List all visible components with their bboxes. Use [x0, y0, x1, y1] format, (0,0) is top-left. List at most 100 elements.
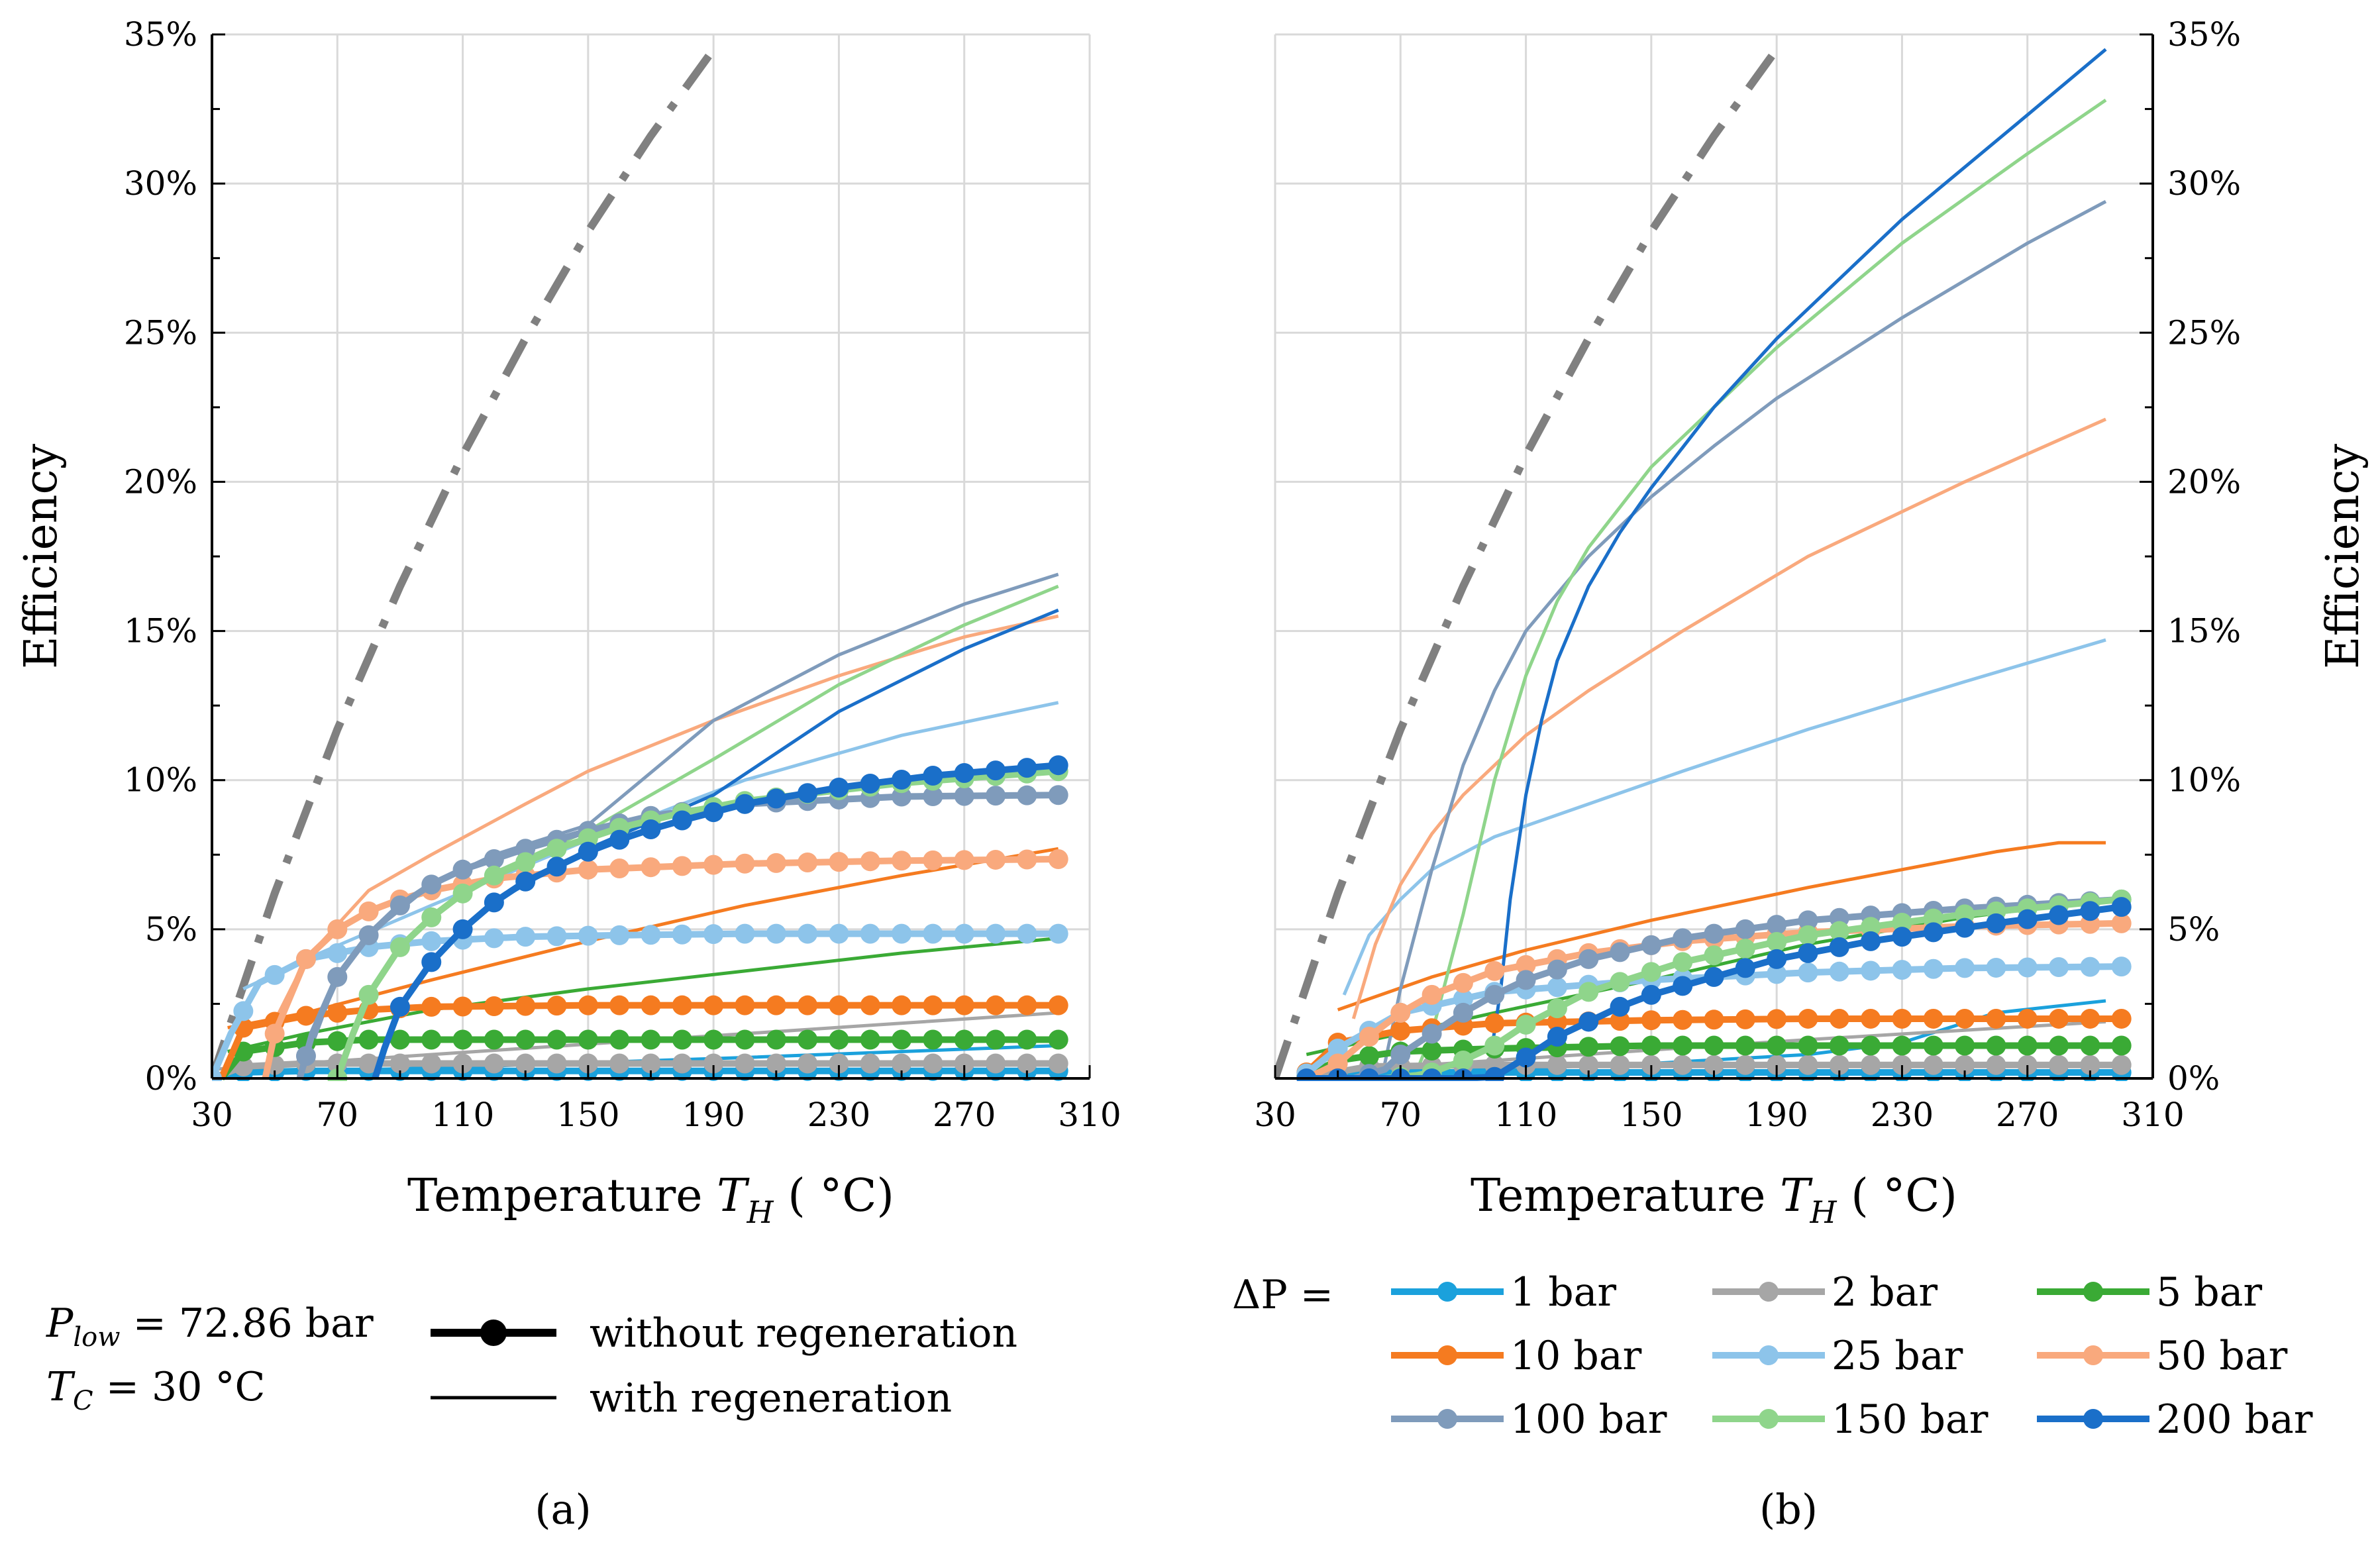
panel-a-x-tick-label: 190: [682, 1096, 745, 1134]
panel-a-marker-100-bar: [954, 786, 974, 806]
panel-a-marker-2-bar: [484, 1053, 504, 1074]
panel-a-marker-5-bar: [358, 1029, 379, 1050]
legend-label-1-bar: 1 bar: [1510, 1269, 1616, 1316]
panel-a-marker-10-bar: [860, 995, 880, 1015]
panel-b-marker-10-bar: [2111, 1008, 2132, 1029]
panel-b-marker-25-bar: [1892, 960, 1912, 980]
panel-b-marker-2-bar: [1704, 1055, 1724, 1075]
panel-a-marker-5-bar: [1017, 1029, 1037, 1050]
panel-b-marker-50-bar: [1327, 1053, 1348, 1074]
panel-b-marker-10-bar: [1829, 1008, 1849, 1029]
panel-b-marker-5-bar: [1422, 1040, 1442, 1061]
panel-a-grid: [211, 33, 1091, 1080]
panel-b-marker-25-bar: [2017, 957, 2038, 978]
panel-b-y-tick-label: 0%: [2167, 1059, 2220, 1098]
panel-a-marker-2-bar: [766, 1053, 786, 1074]
panel-a-marker-100-bar: [295, 1046, 316, 1066]
panel-b-marker-5-bar: [1610, 1036, 1630, 1057]
panel-a-marker-50-bar: [766, 853, 786, 873]
panel-b-marker-10-bar: [1861, 1008, 1881, 1029]
panel-a-marker-2-bar: [672, 1053, 692, 1074]
panel-b-marker-5-bar: [1798, 1035, 1818, 1056]
panel-a-marker-10-bar: [452, 996, 473, 1017]
panel-a-marker-25-bar: [860, 923, 880, 944]
panel-b-marker-200-bar: [1798, 943, 1818, 963]
panel-a-marker-2-bar: [923, 1053, 943, 1074]
panel-b-marker-25-bar: [2111, 957, 2132, 977]
panel-a-marker-25-bar: [421, 931, 442, 951]
panel-b-marker-150-bar: [1610, 972, 1630, 992]
panel-a-marker-200-bar: [703, 802, 724, 823]
panel-a-marker-10-bar: [923, 995, 943, 1015]
panel-a-x-tick-label: 310: [1058, 1096, 1121, 1134]
panel-b-marker-100-bar: [1735, 919, 1755, 939]
panel-a-marker-200-bar: [389, 996, 410, 1017]
panel-b-legend: ΔP = 1 bar 2 bar 5 bar 10 bar 25 bar 50 bar 10…: [1232, 1269, 2313, 1443]
panel-a-marker-50-bar: [1048, 849, 1068, 870]
panel-b-marker-5-bar: [1955, 1035, 1975, 1056]
panel-a-marker-50-bar: [641, 857, 661, 878]
panel-a-x-tick-label: 230: [807, 1096, 870, 1134]
panel-a-marker-100-bar: [484, 849, 504, 870]
panel-b-marker-100-bar: [1610, 942, 1630, 962]
panel-b-marker-2-bar: [1610, 1055, 1630, 1075]
panel-b-marker-2-bar: [2049, 1055, 2069, 1075]
panel-a-marker-2-bar: [703, 1053, 724, 1074]
panel-a-marker-5-bar: [327, 1031, 348, 1051]
legend-marker-50-bar: [2083, 1345, 2103, 1365]
panel-b-marker-2-bar: [1955, 1055, 1975, 1075]
legend-label-150-bar: 150 bar: [1832, 1396, 1989, 1443]
panel-b-marker-150-bar: [1861, 917, 1881, 937]
panel-a-marker-50-bar: [609, 858, 630, 878]
panel-a-marker-2-bar: [546, 1053, 567, 1074]
panel-b-marker-5-bar: [2049, 1035, 2069, 1056]
panel-a-marker-10-bar: [954, 995, 974, 1015]
panel-a-marker-100-bar: [923, 786, 943, 807]
panel-a-marker-200-bar: [986, 760, 1006, 781]
panel-b-marker-200-bar: [1610, 996, 1630, 1017]
panel-a-marker-50-bar: [860, 851, 880, 872]
panel-a-marker-50-bar: [327, 919, 348, 939]
panel-b-marker-10-bar: [1390, 1020, 1411, 1041]
panel-a-plot-area: [212, 46, 1068, 1081]
legend-marker-150-bar: [1759, 1409, 1779, 1429]
panel-b-marker-150-bar: [1641, 962, 1661, 982]
panel-a-marker-50-bar: [829, 852, 849, 872]
legend-entry-150-bar: 150 bar: [1712, 1396, 1989, 1443]
panel-a-marker-25-bar: [484, 928, 504, 949]
panel-a-y-axis-label: Efficiency: [15, 443, 68, 669]
panel-b-marker-200-bar: [1578, 1011, 1599, 1032]
panel-a-marker-2-bar: [735, 1053, 755, 1074]
panel-a-marker-5-bar: [484, 1029, 504, 1050]
panel-a-marker-200-bar: [923, 765, 943, 786]
panel-b-marker-200-bar: [2017, 909, 2038, 929]
panel-b-marker-150-bar: [1798, 925, 1818, 945]
panel-a-marker-2-bar: [358, 1053, 379, 1074]
panel-a-marker-50-bar: [672, 856, 692, 876]
panel-a-marker-10-bar: [735, 995, 755, 1015]
panel-b-marker-5-bar: [1986, 1035, 2006, 1056]
panel-a-marker-100-bar: [986, 786, 1006, 806]
panel-b-marker-5-bar: [1673, 1035, 1693, 1056]
panel-a-without-regen-25-bar: [212, 923, 1068, 1081]
legend-marker-1-bar: [1437, 1282, 1457, 1302]
panel-a-marker-150-bar: [358, 984, 379, 1005]
panel-b-plot-area: [1275, 46, 2132, 1081]
panel-b-marker-2-bar: [1829, 1055, 1849, 1075]
panel-b-x-tick-label: 190: [1745, 1096, 1808, 1134]
panel-b-marker-10-bar: [1547, 1011, 1567, 1032]
legend-label-25-bar: 25 bar: [1832, 1333, 1963, 1379]
panel-a-marker-50-bar: [578, 859, 598, 880]
panel-a-y-tick-label: 30%: [124, 164, 197, 203]
panel-a-marker-50-bar: [703, 855, 724, 875]
panel-a-marker-100-bar: [421, 874, 442, 895]
panel-a-x-tick-label: 30: [191, 1096, 233, 1134]
panel-a-marker-2-bar: [860, 1053, 880, 1074]
legend-label-with-regeneration: with regeneration: [590, 1375, 952, 1422]
panel-b-marker-2-bar: [1892, 1055, 1912, 1075]
panel-b-marker-150-bar: [1673, 952, 1693, 972]
panel-b-marker-25-bar: [1986, 957, 2006, 978]
panel-a-marker-5-bar: [672, 1029, 692, 1050]
panel-b-marker-2-bar: [1986, 1055, 2006, 1075]
panel-a-marker-2-bar: [1017, 1053, 1037, 1074]
